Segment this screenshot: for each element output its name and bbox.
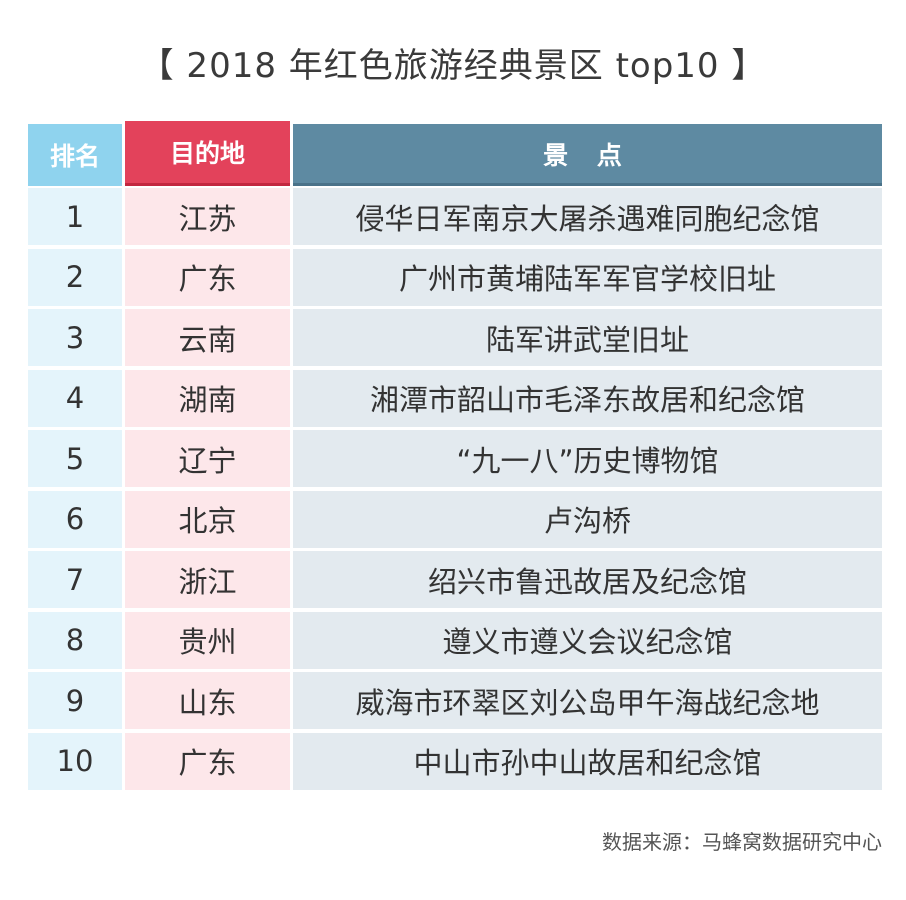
spot-cell: “九一八”历史博物馆 xyxy=(293,430,882,487)
table-row: 7 浙江 绍兴市鲁迅故居及纪念馆 xyxy=(28,549,882,610)
rank-cell: 1 xyxy=(28,188,122,245)
table-row: 6 北京 卢沟桥 xyxy=(28,489,882,550)
spot-cell: 遵义市遵义会议纪念馆 xyxy=(293,611,882,669)
spot-cell: 陆军讲武堂旧址 xyxy=(293,309,882,366)
spot-cell: 卢沟桥 xyxy=(293,490,882,548)
spot-cell: 侵华日军南京大屠杀遇难同胞纪念馆 xyxy=(293,188,882,245)
table-body: 1 江苏 侵华日军南京大屠杀遇难同胞纪念馆 2 广东 广州市黄埔陆军军官学校旧址 3 云南 陆军… xyxy=(28,186,882,791)
destination-cell: 浙江 xyxy=(125,551,290,608)
rank-cell: 4 xyxy=(28,369,122,427)
table-row: 8 贵州 遵义市遵义会议纪念馆 xyxy=(28,610,882,671)
table-row: 10 广东 中山市孙中山故居和纪念馆 xyxy=(28,731,882,792)
destination-cell: 云南 xyxy=(125,309,290,366)
table-row: 2 广东 广州市黄埔陆军军官学校旧址 xyxy=(28,247,882,308)
spot-cell: 绍兴市鲁迅故居及纪念馆 xyxy=(293,551,882,608)
rank-cell: 2 xyxy=(28,248,122,306)
table-row: 9 山东 威海市环翠区刘公岛甲午海战纪念地 xyxy=(28,670,882,731)
header-rank: 排名 xyxy=(28,124,122,186)
page-title: 【 2018 年红色旅游经典景区 top10 】 xyxy=(139,46,767,86)
rank-cell: 6 xyxy=(28,490,122,548)
destination-cell: 湖南 xyxy=(125,369,290,427)
rank-cell: 7 xyxy=(28,551,122,608)
spot-cell: 威海市环翠区刘公岛甲午海战纪念地 xyxy=(293,672,882,729)
destination-cell: 辽宁 xyxy=(125,430,290,487)
rank-cell: 5 xyxy=(28,430,122,487)
table-row: 1 江苏 侵华日军南京大屠杀遇难同胞纪念馆 xyxy=(28,186,882,247)
ranking-table: 排名 目的地 景 点 1 江苏 侵华日军南京大屠杀遇难同胞纪念馆 2 广东 广州市黄埔陆军… xyxy=(28,121,882,790)
table-row: 5 辽宁 “九一八”历史博物馆 xyxy=(28,428,882,489)
spot-cell: 中山市孙中山故居和纪念馆 xyxy=(293,732,882,790)
data-source-note: 数据来源：马蜂窝数据研究中心 xyxy=(602,830,882,854)
destination-cell: 江苏 xyxy=(125,188,290,245)
destination-cell: 山东 xyxy=(125,672,290,729)
rank-cell: 8 xyxy=(28,611,122,669)
rank-cell: 9 xyxy=(28,672,122,729)
destination-cell: 贵州 xyxy=(125,611,290,669)
table-row: 4 湖南 湘潭市韶山市毛泽东故居和纪念馆 xyxy=(28,368,882,429)
table-row: 3 云南 陆军讲武堂旧址 xyxy=(28,307,882,368)
destination-cell: 北京 xyxy=(125,490,290,548)
rank-cell: 10 xyxy=(28,732,122,790)
header-spot: 景 点 xyxy=(293,124,882,186)
header-destination: 目的地 xyxy=(125,121,290,186)
destination-cell: 广东 xyxy=(125,248,290,306)
destination-cell: 广东 xyxy=(125,732,290,790)
spot-cell: 湘潭市韶山市毛泽东故居和纪念馆 xyxy=(293,369,882,427)
rank-cell: 3 xyxy=(28,309,122,366)
table-header-row: 排名 目的地 景 点 xyxy=(28,121,882,186)
spot-cell: 广州市黄埔陆军军官学校旧址 xyxy=(293,248,882,306)
